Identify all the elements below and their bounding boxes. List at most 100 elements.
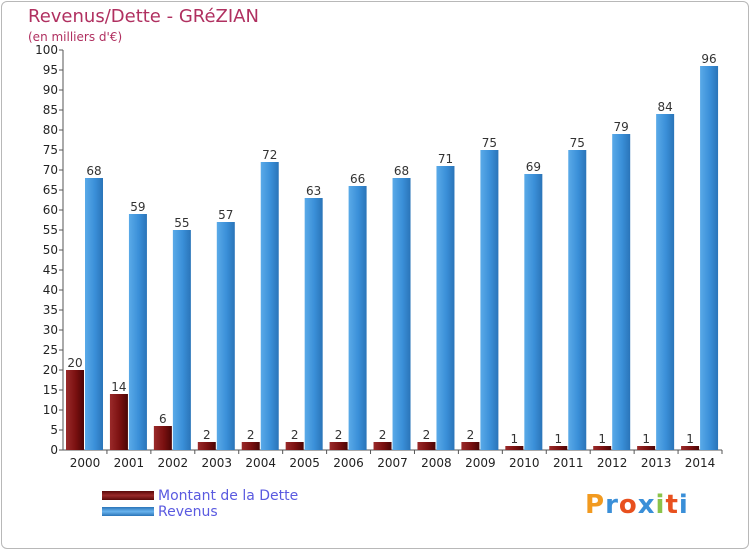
data-label-revenus: 55 [174, 216, 189, 230]
data-label-revenus: 96 [701, 52, 716, 66]
data-label-dette: 1 [554, 432, 562, 446]
bar-revenus [304, 198, 323, 450]
bar-dette [593, 446, 612, 450]
data-label-revenus: 79 [614, 120, 629, 134]
legend-swatch-dette [102, 491, 154, 500]
bar-dette [66, 370, 84, 450]
proxiti-logo: Proxiti [585, 490, 689, 520]
x-tick-label: 2011 [553, 456, 584, 470]
data-label-revenus: 69 [526, 160, 541, 174]
bar-dette [153, 426, 172, 450]
bar-dette [197, 442, 216, 450]
legend-label-revenus: Revenus [158, 504, 218, 520]
data-label-revenus: 72 [262, 148, 277, 162]
bar-revenus [524, 174, 543, 450]
legend-label-dette: Montant de la Dette [158, 488, 299, 504]
logo-letter: P [585, 490, 606, 520]
data-label-dette: 2 [291, 428, 299, 442]
data-label-revenus: 68 [394, 164, 409, 178]
data-label-dette: 14 [111, 380, 126, 394]
x-tick-label: 2006 [333, 456, 364, 470]
x-tick-label: 2010 [509, 456, 540, 470]
y-tick-label: 10 [43, 403, 58, 417]
y-tick-label: 95 [43, 63, 58, 77]
data-label-revenus: 71 [438, 152, 453, 166]
bar-dette [109, 394, 128, 450]
data-label-dette: 6 [159, 412, 167, 426]
bar-dette [505, 446, 524, 450]
logo-letter: t [665, 490, 679, 520]
y-tick-label: 20 [43, 363, 58, 377]
bar-dette [461, 442, 480, 450]
y-tick-label: 5 [50, 423, 58, 437]
bar-dette [285, 442, 304, 450]
data-label-revenus: 63 [306, 184, 321, 198]
bar-revenus [172, 230, 191, 450]
bar-revenus [348, 186, 367, 450]
y-tick-label: 85 [43, 103, 58, 117]
logo-letter: r [605, 490, 619, 520]
bar-revenus [656, 114, 675, 450]
bar-revenus [612, 134, 631, 450]
bar-revenus [568, 150, 587, 450]
data-label-revenus: 75 [482, 136, 497, 150]
bar-revenus [85, 178, 103, 450]
data-label-revenus: 57 [218, 208, 233, 222]
data-label-dette: 2 [247, 428, 255, 442]
bar-revenus [392, 178, 411, 450]
data-label-dette: 2 [203, 428, 211, 442]
y-tick-label: 75 [43, 143, 58, 157]
bar-dette [241, 442, 260, 450]
data-labels: 20 68 14 59 6 55 2 57 2 72 2 63 2 66 2 68 2 71 2 75 1 69 1 75 1 7… [67, 52, 716, 446]
x-tick-label: 2005 [289, 456, 320, 470]
x-tick-label: 2003 [201, 456, 232, 470]
data-label-dette: 1 [598, 432, 606, 446]
y-tick-label: 40 [43, 283, 58, 297]
bar-dette [637, 446, 656, 450]
chart-title: Revenus/Dette - GRéZIAN [28, 6, 259, 27]
bar-revenus [436, 166, 455, 450]
bar-revenus [128, 214, 147, 450]
axes: 0 5 10 15 20 25 30 35 40 45 50 55 60 65 70 75 80 85 90 95 10… [35, 43, 723, 470]
data-label-dette: 2 [379, 428, 387, 442]
bar-revenus [216, 222, 235, 450]
bar-dette [681, 446, 700, 450]
data-label-revenus: 75 [570, 136, 585, 150]
data-label-dette: 2 [467, 428, 475, 442]
data-label-dette: 1 [686, 432, 694, 446]
logo-letter: x [637, 490, 656, 520]
data-label-revenus: 68 [86, 164, 101, 178]
data-label-revenus: 84 [657, 100, 672, 114]
x-tick-label: 2000 [70, 456, 101, 470]
y-tick-label: 70 [43, 163, 58, 177]
y-tick-label: 35 [43, 303, 58, 317]
x-tick-label: 2014 [685, 456, 716, 470]
data-label-dette: 2 [335, 428, 343, 442]
chart-subtitle: (en milliers d'€) [28, 30, 123, 44]
x-tick-label: 2007 [377, 456, 408, 470]
bar-dette [373, 442, 392, 450]
y-tick-label: 50 [43, 243, 58, 257]
x-tick-label: 2009 [465, 456, 496, 470]
bar-dette [329, 442, 348, 450]
logo-letter: i [655, 490, 666, 520]
bar-revenus [700, 66, 719, 450]
x-tick-label: 2002 [158, 456, 189, 470]
bar-revenus [260, 162, 279, 450]
y-tick-label: 15 [43, 383, 58, 397]
data-label-dette: 1 [511, 432, 519, 446]
y-tick-label: 30 [43, 323, 58, 337]
data-label-revenus: 59 [130, 200, 145, 214]
x-tick-label: 2013 [641, 456, 672, 470]
x-tick-label: 2008 [421, 456, 452, 470]
y-tick-label: 80 [43, 123, 58, 137]
bar-dette [417, 442, 436, 450]
x-tick-label: 2001 [114, 456, 145, 470]
legend-swatch-revenus [102, 507, 154, 516]
y-tick-label: 25 [43, 343, 58, 357]
bars [66, 66, 719, 450]
y-tick-label: 65 [43, 183, 58, 197]
y-tick-label: 55 [43, 223, 58, 237]
